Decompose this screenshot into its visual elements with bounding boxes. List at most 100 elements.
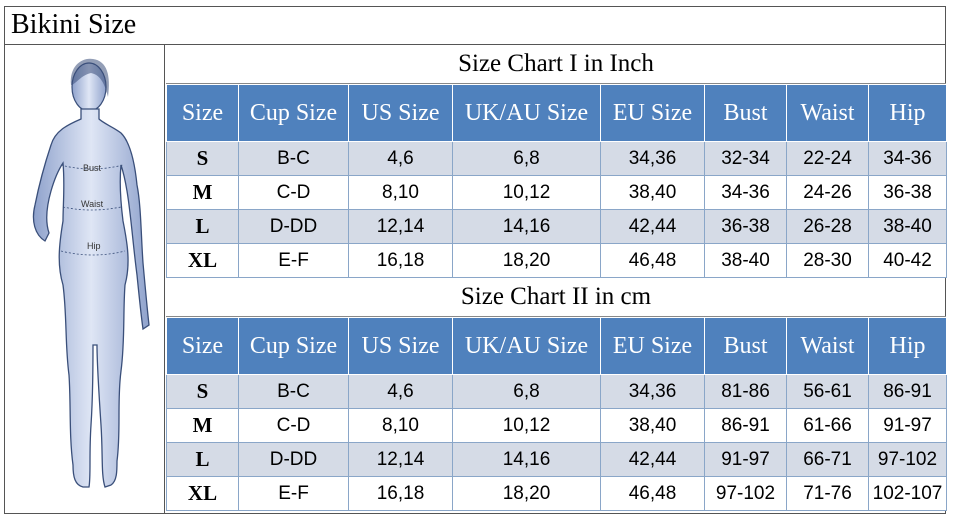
table-row: M C-D 8,10 10,12 38,40 86-91 61-66 91-97 (166, 408, 947, 443)
bust-cell: 86-91 (704, 408, 787, 443)
bust-cell: 81-86 (704, 374, 787, 409)
header-eu-size: EU Size (600, 84, 705, 142)
us-size-cell: 4,6 (348, 141, 453, 176)
hip-line (60, 250, 126, 256)
table-row: XL E-F 16,18 18,20 46,48 97-102 71-76 10… (166, 476, 947, 511)
header-waist: Waist (786, 84, 869, 142)
header-us-size: US Size (348, 84, 453, 142)
us-size-cell: 8,10 (348, 408, 453, 443)
hip-cell: 38-40 (868, 209, 947, 244)
waist-cell: 56-61 (786, 374, 869, 409)
table-row: M C-D 8,10 10,12 38,40 34-36 24-26 36-38 (166, 175, 947, 210)
bust-cell: 32-34 (704, 141, 787, 176)
size-cell: L (166, 442, 239, 477)
bust-cell: 38-40 (704, 243, 787, 278)
header-eu-size: EU Size (600, 317, 705, 375)
us-size-cell: 8,10 (348, 175, 453, 210)
table-row: S B-C 4,6 6,8 34,36 32-34 22-24 34-36 (166, 141, 947, 176)
header-hip: Hip (868, 317, 947, 375)
size-chart-frame: Bikini Size Bust Waist (4, 6, 947, 514)
size-chart-1-title: Size Chart I in Inch (166, 45, 946, 84)
bust-cell: 91-97 (704, 442, 787, 477)
uk-au-size-cell: 6,8 (452, 141, 601, 176)
waist-cell: 66-71 (786, 442, 869, 477)
size-cell: XL (166, 476, 239, 511)
cup-size-cell: E-F (238, 243, 349, 278)
header-uk-au-size: UK/AU Size (452, 317, 601, 375)
us-size-cell: 16,18 (348, 476, 453, 511)
cup-size-cell: C-D (238, 408, 349, 443)
size-cell: S (166, 141, 239, 176)
waist-cell: 22-24 (786, 141, 869, 176)
header-cup-size: Cup Size (238, 84, 349, 142)
header-bust: Bust (704, 84, 787, 142)
header-cup-size: Cup Size (238, 317, 349, 375)
waist-line (62, 206, 122, 211)
size-tables: Size Chart I in Inch Size Cup Size US Si… (166, 45, 947, 513)
eu-size-cell: 38,40 (600, 408, 705, 443)
bust-cell: 97-102 (704, 476, 787, 511)
size-chart-1: Size Cup Size US Size UK/AU Size EU Size… (166, 84, 947, 278)
hip-cell: 86-91 (868, 374, 947, 409)
uk-au-size-cell: 18,20 (452, 243, 601, 278)
hip-cell: 34-36 (868, 141, 947, 176)
us-size-cell: 12,14 (348, 442, 453, 477)
cup-size-cell: E-F (238, 476, 349, 511)
header-size: Size (166, 317, 239, 375)
size-chart-2-title: Size Chart II in cm (166, 278, 946, 317)
waist-cell: 24-26 (786, 175, 869, 210)
hip-cell: 40-42 (868, 243, 947, 278)
cup-size-cell: D-DD (238, 209, 349, 244)
eu-size-cell: 34,36 (600, 374, 705, 409)
eu-size-cell: 34,36 (600, 141, 705, 176)
page-title: Bikini Size (11, 9, 137, 40)
hip-cell: 91-97 (868, 408, 947, 443)
figure-hair (70, 58, 109, 97)
header-waist: Waist (786, 317, 869, 375)
waist-label: Waist (81, 199, 104, 209)
table-row: L D-DD 12,14 14,16 42,44 36-38 26-28 38-… (166, 209, 947, 244)
uk-au-size-cell: 10,12 (452, 175, 601, 210)
hip-cell: 102-107 (868, 476, 947, 511)
cup-size-cell: C-D (238, 175, 349, 210)
body-figure-cell: Bust Waist Hip (5, 45, 165, 513)
uk-au-size-cell: 14,16 (452, 442, 601, 477)
eu-size-cell: 46,48 (600, 243, 705, 278)
title-row: Bikini Size (5, 7, 945, 45)
bust-cell: 34-36 (704, 175, 787, 210)
waist-cell: 28-30 (786, 243, 869, 278)
body-measurement-figure: Bust Waist Hip (32, 58, 150, 488)
table-row: L D-DD 12,14 14,16 42,44 91-97 66-71 97-… (166, 442, 947, 477)
header-us-size: US Size (348, 317, 453, 375)
header-uk-au-size: UK/AU Size (452, 84, 601, 142)
cup-size-cell: B-C (238, 141, 349, 176)
bust-label: Bust (83, 163, 102, 173)
table-row: S B-C 4,6 6,8 34,36 81-86 56-61 86-91 (166, 374, 947, 409)
eu-size-cell: 42,44 (600, 442, 705, 477)
size-cell: S (166, 374, 239, 409)
waist-cell: 26-28 (786, 209, 869, 244)
us-size-cell: 12,14 (348, 209, 453, 244)
header-hip: Hip (868, 84, 947, 142)
header-row: Size Cup Size US Size UK/AU Size EU Size… (166, 317, 947, 375)
figure-body (32, 108, 150, 488)
bust-line (60, 164, 124, 170)
cup-size-cell: B-C (238, 374, 349, 409)
uk-au-size-cell: 18,20 (452, 476, 601, 511)
size-chart-2: Size Cup Size US Size UK/AU Size EU Size… (166, 317, 947, 511)
hip-cell: 36-38 (868, 175, 947, 210)
cup-size-cell: D-DD (238, 442, 349, 477)
waist-cell: 61-66 (786, 408, 869, 443)
eu-size-cell: 46,48 (600, 476, 705, 511)
us-size-cell: 4,6 (348, 374, 453, 409)
header-bust: Bust (704, 317, 787, 375)
size-cell: M (166, 175, 239, 210)
us-size-cell: 16,18 (348, 243, 453, 278)
eu-size-cell: 42,44 (600, 209, 705, 244)
uk-au-size-cell: 6,8 (452, 374, 601, 409)
header-row: Size Cup Size US Size UK/AU Size EU Size… (166, 84, 947, 142)
waist-cell: 71-76 (786, 476, 869, 511)
hip-label: Hip (87, 241, 101, 251)
bust-cell: 36-38 (704, 209, 787, 244)
header-size: Size (166, 84, 239, 142)
